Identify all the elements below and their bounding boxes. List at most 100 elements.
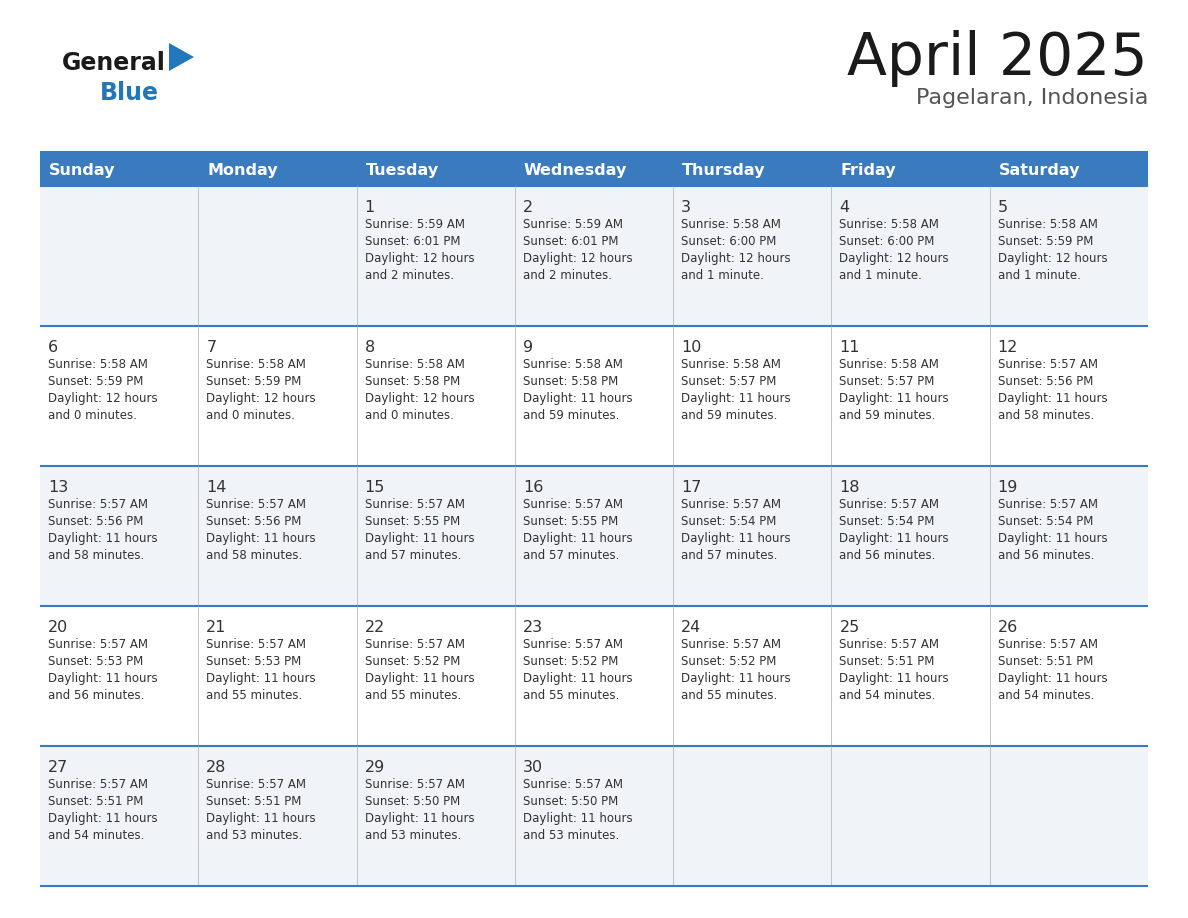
- Text: 2: 2: [523, 200, 533, 215]
- Text: 17: 17: [681, 480, 702, 495]
- Text: and 54 minutes.: and 54 minutes.: [998, 689, 1094, 702]
- Text: Wednesday: Wednesday: [524, 162, 627, 177]
- Text: Sunrise: 5:58 AM: Sunrise: 5:58 AM: [48, 358, 147, 371]
- Text: and 55 minutes.: and 55 minutes.: [207, 689, 303, 702]
- Text: Sunrise: 5:58 AM: Sunrise: 5:58 AM: [523, 358, 623, 371]
- Text: Daylight: 11 hours: Daylight: 11 hours: [523, 812, 632, 825]
- Text: and 55 minutes.: and 55 minutes.: [523, 689, 619, 702]
- Text: Sunrise: 5:57 AM: Sunrise: 5:57 AM: [523, 498, 623, 511]
- Text: and 59 minutes.: and 59 minutes.: [840, 409, 936, 422]
- Text: and 59 minutes.: and 59 minutes.: [523, 409, 619, 422]
- Text: Daylight: 12 hours: Daylight: 12 hours: [365, 252, 474, 265]
- Text: and 57 minutes.: and 57 minutes.: [365, 549, 461, 562]
- Bar: [40, 326, 1148, 466]
- Text: April 2025: April 2025: [847, 30, 1148, 87]
- Text: and 1 minute.: and 1 minute.: [998, 269, 1081, 282]
- Text: and 0 minutes.: and 0 minutes.: [207, 409, 295, 422]
- Text: Sunrise: 5:57 AM: Sunrise: 5:57 AM: [681, 638, 782, 651]
- Bar: [40, 746, 1148, 886]
- Text: Sunrise: 5:57 AM: Sunrise: 5:57 AM: [207, 498, 307, 511]
- Text: Sunrise: 5:57 AM: Sunrise: 5:57 AM: [998, 358, 1098, 371]
- Text: and 57 minutes.: and 57 minutes.: [681, 549, 777, 562]
- Text: and 54 minutes.: and 54 minutes.: [840, 689, 936, 702]
- Text: Sunrise: 5:57 AM: Sunrise: 5:57 AM: [207, 778, 307, 791]
- Text: and 56 minutes.: and 56 minutes.: [48, 689, 145, 702]
- Text: and 0 minutes.: and 0 minutes.: [365, 409, 454, 422]
- Text: 23: 23: [523, 620, 543, 635]
- Text: Sunrise: 5:57 AM: Sunrise: 5:57 AM: [365, 638, 465, 651]
- Text: and 56 minutes.: and 56 minutes.: [998, 549, 1094, 562]
- Text: Sunset: 5:59 PM: Sunset: 5:59 PM: [48, 375, 144, 388]
- Text: 12: 12: [998, 340, 1018, 355]
- Text: 26: 26: [998, 620, 1018, 635]
- Text: Daylight: 11 hours: Daylight: 11 hours: [48, 532, 158, 545]
- Text: Sunrise: 5:58 AM: Sunrise: 5:58 AM: [840, 218, 940, 231]
- Text: Sunset: 6:00 PM: Sunset: 6:00 PM: [840, 235, 935, 248]
- Text: Sunrise: 5:58 AM: Sunrise: 5:58 AM: [681, 358, 781, 371]
- Bar: [40, 186, 1148, 326]
- Text: Daylight: 11 hours: Daylight: 11 hours: [840, 672, 949, 685]
- Text: Sunrise: 5:59 AM: Sunrise: 5:59 AM: [365, 218, 465, 231]
- Text: Sunset: 6:01 PM: Sunset: 6:01 PM: [365, 235, 460, 248]
- Text: Sunset: 5:53 PM: Sunset: 5:53 PM: [207, 655, 302, 668]
- Text: Friday: Friday: [840, 162, 896, 177]
- Text: 3: 3: [681, 200, 691, 215]
- Text: Sunset: 5:51 PM: Sunset: 5:51 PM: [207, 795, 302, 808]
- Text: Sunrise: 5:57 AM: Sunrise: 5:57 AM: [681, 498, 782, 511]
- Text: Saturday: Saturday: [999, 162, 1080, 177]
- Text: Daylight: 11 hours: Daylight: 11 hours: [840, 392, 949, 405]
- Text: Sunset: 5:50 PM: Sunset: 5:50 PM: [365, 795, 460, 808]
- Bar: [40, 152, 1148, 186]
- Text: and 58 minutes.: and 58 minutes.: [207, 549, 303, 562]
- Text: 13: 13: [48, 480, 68, 495]
- Text: 27: 27: [48, 760, 68, 775]
- Text: Daylight: 12 hours: Daylight: 12 hours: [681, 252, 791, 265]
- Text: Sunrise: 5:57 AM: Sunrise: 5:57 AM: [998, 638, 1098, 651]
- Text: Sunrise: 5:57 AM: Sunrise: 5:57 AM: [840, 498, 940, 511]
- Text: Sunset: 5:54 PM: Sunset: 5:54 PM: [681, 515, 777, 528]
- Text: Sunset: 6:00 PM: Sunset: 6:00 PM: [681, 235, 777, 248]
- Text: Sunrise: 5:58 AM: Sunrise: 5:58 AM: [998, 218, 1098, 231]
- Text: and 56 minutes.: and 56 minutes.: [840, 549, 936, 562]
- Text: Tuesday: Tuesday: [366, 162, 438, 177]
- Text: 10: 10: [681, 340, 702, 355]
- Text: 22: 22: [365, 620, 385, 635]
- Text: Sunrise: 5:57 AM: Sunrise: 5:57 AM: [365, 498, 465, 511]
- Text: and 55 minutes.: and 55 minutes.: [365, 689, 461, 702]
- Text: Daylight: 11 hours: Daylight: 11 hours: [365, 532, 474, 545]
- Text: Sunset: 5:59 PM: Sunset: 5:59 PM: [207, 375, 302, 388]
- Text: Pagelaran, Indonesia: Pagelaran, Indonesia: [916, 88, 1148, 108]
- Text: and 58 minutes.: and 58 minutes.: [48, 549, 144, 562]
- Text: Sunrise: 5:59 AM: Sunrise: 5:59 AM: [523, 218, 623, 231]
- Text: Daylight: 12 hours: Daylight: 12 hours: [523, 252, 632, 265]
- Text: Sunset: 5:56 PM: Sunset: 5:56 PM: [207, 515, 302, 528]
- Text: Sunrise: 5:58 AM: Sunrise: 5:58 AM: [840, 358, 940, 371]
- Text: Sunset: 5:55 PM: Sunset: 5:55 PM: [365, 515, 460, 528]
- Text: Daylight: 11 hours: Daylight: 11 hours: [523, 392, 632, 405]
- Text: Daylight: 12 hours: Daylight: 12 hours: [48, 392, 158, 405]
- Text: Daylight: 11 hours: Daylight: 11 hours: [681, 672, 791, 685]
- Text: 9: 9: [523, 340, 533, 355]
- Text: and 53 minutes.: and 53 minutes.: [365, 829, 461, 842]
- Text: Sunset: 5:59 PM: Sunset: 5:59 PM: [998, 235, 1093, 248]
- Text: Sunset: 5:57 PM: Sunset: 5:57 PM: [681, 375, 777, 388]
- Text: 20: 20: [48, 620, 68, 635]
- Text: Sunset: 5:56 PM: Sunset: 5:56 PM: [998, 375, 1093, 388]
- Text: Daylight: 12 hours: Daylight: 12 hours: [840, 252, 949, 265]
- Text: Daylight: 11 hours: Daylight: 11 hours: [523, 532, 632, 545]
- Text: Daylight: 12 hours: Daylight: 12 hours: [998, 252, 1107, 265]
- Text: Sunrise: 5:57 AM: Sunrise: 5:57 AM: [48, 638, 148, 651]
- Text: 11: 11: [840, 340, 860, 355]
- Text: Daylight: 11 hours: Daylight: 11 hours: [48, 812, 158, 825]
- Text: and 1 minute.: and 1 minute.: [840, 269, 922, 282]
- Text: Sunset: 5:50 PM: Sunset: 5:50 PM: [523, 795, 618, 808]
- Text: Sunrise: 5:57 AM: Sunrise: 5:57 AM: [523, 778, 623, 791]
- Text: and 1 minute.: and 1 minute.: [681, 269, 764, 282]
- Text: and 59 minutes.: and 59 minutes.: [681, 409, 777, 422]
- Polygon shape: [169, 43, 194, 71]
- Text: 5: 5: [998, 200, 1007, 215]
- Text: Daylight: 11 hours: Daylight: 11 hours: [48, 672, 158, 685]
- Text: Sunset: 5:58 PM: Sunset: 5:58 PM: [365, 375, 460, 388]
- Text: 8: 8: [365, 340, 375, 355]
- Bar: [40, 466, 1148, 606]
